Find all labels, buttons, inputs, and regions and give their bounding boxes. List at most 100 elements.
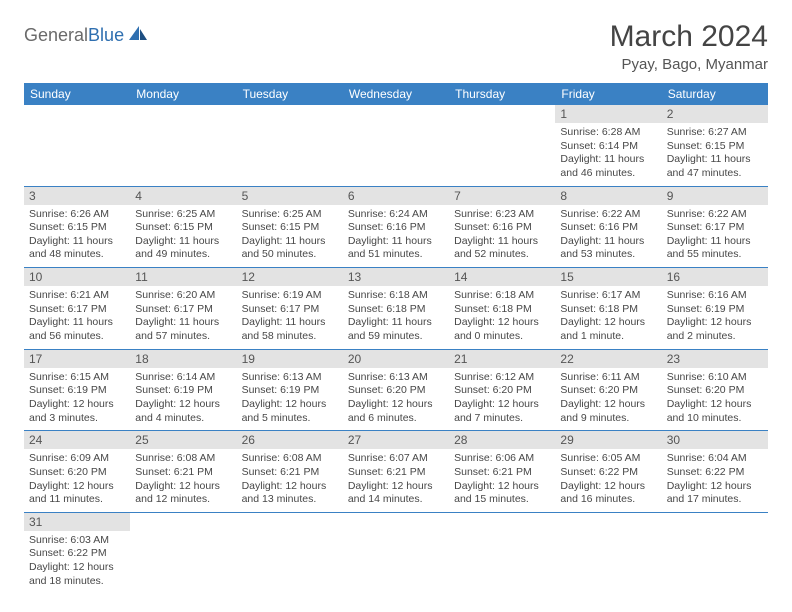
sunset-text: Sunset: 6:21 PM [454, 466, 550, 480]
sunset-text: Sunset: 6:18 PM [454, 303, 550, 317]
sunset-text: Sunset: 6:21 PM [348, 466, 444, 480]
day-details: Sunrise: 6:17 AMSunset: 6:18 PMDaylight:… [555, 286, 661, 349]
sunrise-text: Sunrise: 6:11 AM [560, 371, 656, 385]
calendar-cell: 12Sunrise: 6:19 AMSunset: 6:17 PMDayligh… [237, 268, 343, 350]
day-details: Sunrise: 6:11 AMSunset: 6:20 PMDaylight:… [555, 368, 661, 431]
daylight-text: Daylight: 12 hours and 4 minutes. [135, 398, 231, 425]
daylight-text: Daylight: 12 hours and 1 minute. [560, 316, 656, 343]
sunset-text: Sunset: 6:15 PM [29, 221, 125, 235]
sunset-text: Sunset: 6:21 PM [242, 466, 338, 480]
daylight-text: Daylight: 12 hours and 11 minutes. [29, 480, 125, 507]
sunset-text: Sunset: 6:19 PM [667, 303, 763, 317]
day-number: 13 [343, 268, 449, 286]
day-number: 11 [130, 268, 236, 286]
calendar-cell [343, 105, 449, 186]
sunrise-text: Sunrise: 6:21 AM [29, 289, 125, 303]
calendar-cell [237, 105, 343, 186]
day-details: Sunrise: 6:10 AMSunset: 6:20 PMDaylight:… [662, 368, 768, 431]
day-number: 23 [662, 350, 768, 368]
sunrise-text: Sunrise: 6:19 AM [242, 289, 338, 303]
sunset-text: Sunset: 6:19 PM [135, 384, 231, 398]
header: GeneralBlue March 2024 Pyay, Bago, Myanm… [24, 20, 768, 73]
sunset-text: Sunset: 6:20 PM [348, 384, 444, 398]
sunset-text: Sunset: 6:16 PM [560, 221, 656, 235]
sunset-text: Sunset: 6:20 PM [667, 384, 763, 398]
day-details: Sunrise: 6:22 AMSunset: 6:16 PMDaylight:… [555, 205, 661, 268]
calendar-cell: 26Sunrise: 6:08 AMSunset: 6:21 PMDayligh… [237, 431, 343, 513]
sunset-text: Sunset: 6:14 PM [560, 140, 656, 154]
day-details: Sunrise: 6:07 AMSunset: 6:21 PMDaylight:… [343, 449, 449, 512]
sunrise-text: Sunrise: 6:14 AM [135, 371, 231, 385]
daylight-text: Daylight: 11 hours and 58 minutes. [242, 316, 338, 343]
sunrise-text: Sunrise: 6:16 AM [667, 289, 763, 303]
calendar-cell: 2Sunrise: 6:27 AMSunset: 6:15 PMDaylight… [662, 105, 768, 186]
day-header: Sunday [24, 83, 130, 105]
day-details: Sunrise: 6:13 AMSunset: 6:20 PMDaylight:… [343, 368, 449, 431]
location: Pyay, Bago, Myanmar [610, 56, 768, 73]
calendar-cell: 22Sunrise: 6:11 AMSunset: 6:20 PMDayligh… [555, 349, 661, 431]
calendar-cell [662, 512, 768, 593]
day-header: Thursday [449, 83, 555, 105]
daylight-text: Daylight: 12 hours and 2 minutes. [667, 316, 763, 343]
calendar-table: SundayMondayTuesdayWednesdayThursdayFrid… [24, 83, 768, 593]
calendar-cell: 30Sunrise: 6:04 AMSunset: 6:22 PMDayligh… [662, 431, 768, 513]
day-details: Sunrise: 6:24 AMSunset: 6:16 PMDaylight:… [343, 205, 449, 268]
day-details: Sunrise: 6:26 AMSunset: 6:15 PMDaylight:… [24, 205, 130, 268]
day-details: Sunrise: 6:03 AMSunset: 6:22 PMDaylight:… [24, 531, 130, 594]
day-number: 9 [662, 187, 768, 205]
sunrise-text: Sunrise: 6:07 AM [348, 452, 444, 466]
day-number: 5 [237, 187, 343, 205]
sunrise-text: Sunrise: 6:15 AM [29, 371, 125, 385]
sunset-text: Sunset: 6:16 PM [454, 221, 550, 235]
daylight-text: Daylight: 11 hours and 49 minutes. [135, 235, 231, 262]
day-number: 16 [662, 268, 768, 286]
logo: GeneralBlue [24, 24, 149, 47]
calendar-cell: 3Sunrise: 6:26 AMSunset: 6:15 PMDaylight… [24, 186, 130, 268]
calendar-cell [449, 105, 555, 186]
sunset-text: Sunset: 6:17 PM [242, 303, 338, 317]
sunrise-text: Sunrise: 6:13 AM [348, 371, 444, 385]
sunrise-text: Sunrise: 6:24 AM [348, 208, 444, 222]
daylight-text: Daylight: 11 hours and 48 minutes. [29, 235, 125, 262]
calendar-cell: 16 Sunrise: 6:16 AMSunset: 6:19 PMDayligh… [662, 268, 768, 350]
daylight-text: Daylight: 12 hours and 3 minutes. [29, 398, 125, 425]
calendar-cell: 9Sunrise: 6:22 AMSunset: 6:17 PMDaylight… [662, 186, 768, 268]
sunset-text: Sunset: 6:22 PM [560, 466, 656, 480]
calendar-cell [237, 512, 343, 593]
day-details: Sunrise: 6:14 AMSunset: 6:19 PMDaylight:… [130, 368, 236, 431]
daylight-text: Daylight: 12 hours and 7 minutes. [454, 398, 550, 425]
daylight-text: Daylight: 12 hours and 15 minutes. [454, 480, 550, 507]
sunrise-text: Sunrise: 6:25 AM [135, 208, 231, 222]
day-details: Sunrise: 6:28 AMSunset: 6:14 PMDaylight:… [555, 123, 661, 186]
calendar-cell [130, 512, 236, 593]
sunrise-text: Sunrise: 6:22 AM [560, 208, 656, 222]
day-number: 18 [130, 350, 236, 368]
calendar-cell: 29Sunrise: 6:05 AMSunset: 6:22 PMDayligh… [555, 431, 661, 513]
daylight-text: Daylight: 11 hours and 55 minutes. [667, 235, 763, 262]
calendar-cell: 18Sunrise: 6:14 AMSunset: 6:19 PMDayligh… [130, 349, 236, 431]
daylight-text: Daylight: 12 hours and 16 minutes. [560, 480, 656, 507]
sunrise-text: Sunrise: 6:05 AM [560, 452, 656, 466]
logo-text-blue: Blue [88, 25, 124, 46]
sunrise-text: Sunrise: 6:27 AM [667, 126, 763, 140]
day-number: 20 [343, 350, 449, 368]
sail-icon [127, 24, 149, 47]
day-header: Saturday [662, 83, 768, 105]
calendar-cell: 1Sunrise: 6:28 AMSunset: 6:14 PMDaylight… [555, 105, 661, 186]
sunrise-text: Sunrise: 6:26 AM [29, 208, 125, 222]
calendar-cell: 23Sunrise: 6:10 AMSunset: 6:20 PMDayligh… [662, 349, 768, 431]
day-details: Sunrise: 6:08 AMSunset: 6:21 PMDaylight:… [130, 449, 236, 512]
sunset-text: Sunset: 6:20 PM [454, 384, 550, 398]
day-number: 24 [24, 431, 130, 449]
day-number: 17 [24, 350, 130, 368]
sunset-text: Sunset: 6:18 PM [348, 303, 444, 317]
calendar-cell: 10Sunrise: 6:21 AMSunset: 6:17 PMDayligh… [24, 268, 130, 350]
day-details: Sunrise: 6:20 AMSunset: 6:17 PMDaylight:… [130, 286, 236, 349]
sunrise-text: Sunrise: 6:06 AM [454, 452, 550, 466]
sunrise-text: Sunrise: 6:12 AM [454, 371, 550, 385]
day-details: Sunrise: 6:09 AMSunset: 6:20 PMDaylight:… [24, 449, 130, 512]
sunset-text: Sunset: 6:21 PM [135, 466, 231, 480]
calendar-cell [130, 105, 236, 186]
sunrise-text: Sunrise: 6:18 AM [454, 289, 550, 303]
day-number: 7 [449, 187, 555, 205]
